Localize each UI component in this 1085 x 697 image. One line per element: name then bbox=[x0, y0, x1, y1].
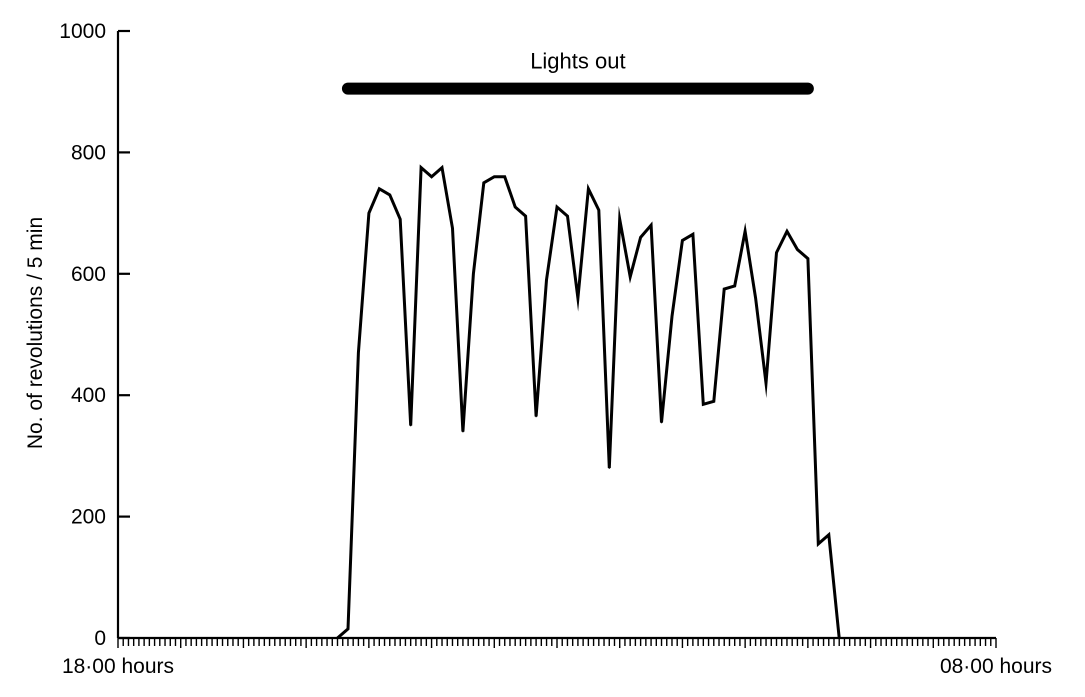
data-point bbox=[524, 215, 527, 217]
data-point bbox=[618, 218, 621, 220]
data-point bbox=[556, 206, 558, 208]
data-point bbox=[430, 175, 433, 178]
data-point bbox=[650, 224, 652, 227]
data-point bbox=[712, 400, 715, 403]
data-point bbox=[420, 166, 422, 169]
axes: 0 200 400 600 800 1000 bbox=[59, 20, 997, 650]
x-start-label: 18·00 hours bbox=[62, 655, 174, 678]
data-point bbox=[566, 215, 569, 217]
data-point bbox=[493, 175, 496, 178]
lights-out-annotation: Lights out bbox=[341, 49, 814, 95]
data-point bbox=[441, 166, 443, 169]
data-point bbox=[765, 382, 767, 384]
data-point bbox=[827, 534, 830, 536]
data-point bbox=[388, 194, 391, 196]
data-point bbox=[692, 233, 694, 236]
data-point bbox=[409, 424, 412, 427]
y-axis-title: No. of revolutions / 5 min bbox=[24, 217, 47, 449]
data-point bbox=[671, 315, 673, 318]
y-tick-label: 800 bbox=[71, 141, 106, 164]
data-point bbox=[807, 257, 809, 260]
y-tick-label: 0 bbox=[94, 627, 106, 650]
data-point bbox=[817, 543, 820, 545]
data-point bbox=[503, 175, 506, 178]
data-point bbox=[786, 230, 788, 233]
data-point bbox=[681, 239, 684, 242]
data-point bbox=[723, 288, 726, 290]
y-tick-label: 200 bbox=[71, 506, 106, 529]
data-point bbox=[587, 188, 590, 190]
data-point bbox=[754, 297, 757, 299]
data-point bbox=[472, 273, 475, 275]
data-point bbox=[368, 212, 370, 214]
data-point bbox=[514, 206, 516, 208]
y-tick-label: 1000 bbox=[59, 20, 106, 43]
data-point bbox=[399, 218, 402, 220]
x-end-label: 08·00 hours bbox=[940, 655, 1052, 678]
data-point bbox=[347, 628, 349, 630]
data-point bbox=[545, 279, 548, 281]
data-point bbox=[608, 467, 611, 469]
data-point bbox=[775, 251, 778, 254]
activity-line bbox=[336, 164, 841, 640]
data-point bbox=[357, 351, 360, 354]
y-tick-label: 400 bbox=[71, 384, 106, 407]
lights-out-label: Lights out bbox=[530, 49, 625, 74]
data-point bbox=[598, 209, 600, 211]
y-tick-label: 600 bbox=[71, 263, 106, 286]
data-point bbox=[535, 415, 537, 418]
data-point bbox=[639, 236, 642, 239]
data-point bbox=[336, 637, 339, 639]
series-layer bbox=[336, 164, 841, 640]
data-point bbox=[744, 230, 746, 233]
data-point bbox=[483, 181, 485, 184]
data-point bbox=[451, 227, 454, 230]
data-point bbox=[702, 403, 705, 406]
data-point bbox=[462, 430, 464, 433]
data-point bbox=[378, 188, 381, 190]
data-point bbox=[733, 285, 736, 287]
data-point bbox=[838, 637, 841, 639]
data-point bbox=[629, 276, 631, 278]
data-point bbox=[577, 297, 579, 299]
data-point bbox=[796, 248, 799, 251]
data-point bbox=[660, 421, 663, 424]
